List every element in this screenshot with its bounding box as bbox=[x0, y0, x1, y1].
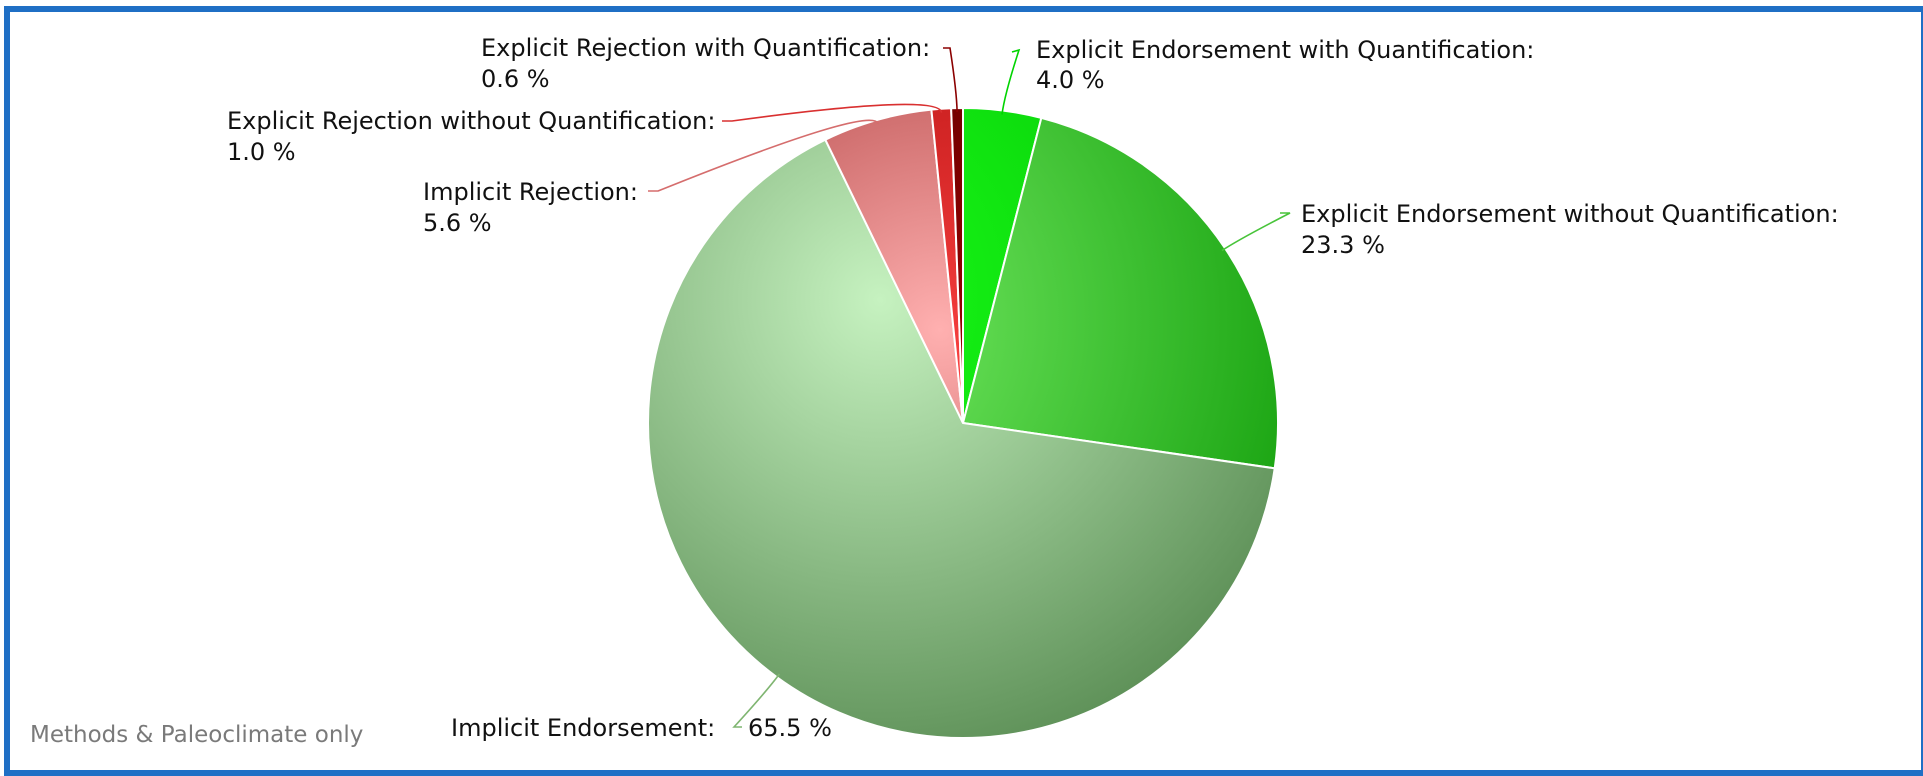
slice-label-value: 23.3 % bbox=[1301, 231, 1385, 259]
slice-label-name: Implicit Rejection: bbox=[423, 178, 638, 206]
connector-implicit-rejection bbox=[648, 119, 879, 192]
label-connectors bbox=[648, 47, 1291, 728]
label-explicit-endorsement-with-quantification: Explicit Endorsement with Quantification… bbox=[1036, 36, 1534, 94]
label-explicit-rejection-without-quantification: Explicit Rejection without Quantificatio… bbox=[227, 107, 715, 166]
connector-explicit-rejection-without-quantification bbox=[722, 103, 943, 122]
pie-slices bbox=[647, 106, 1279, 739]
slice-label-name: Explicit Rejection with Quantification: bbox=[481, 34, 930, 62]
connector-explicit-endorsement-with-quantification bbox=[1001, 48, 1021, 115]
slice-label-value: 65.5 % bbox=[748, 714, 832, 742]
connector-explicit-rejection-with-quantification bbox=[943, 47, 958, 113]
label-explicit-rejection-with-quantification: Explicit Rejection with Quantification: … bbox=[481, 34, 930, 93]
slice-label-value: 1.0 % bbox=[227, 138, 296, 166]
footnote: Methods & Paleoclimate only bbox=[30, 722, 363, 748]
slice-label-name: Implicit Endorsement: bbox=[451, 714, 715, 742]
label-explicit-endorsement-without-quantification: Explicit Endorsement without Quantificat… bbox=[1301, 200, 1839, 259]
label-implicit-rejection: Implicit Rejection: 5.6 % bbox=[423, 178, 638, 237]
connector-implicit-endorsement bbox=[732, 673, 781, 728]
slice-label-value: 0.6 % bbox=[481, 65, 550, 93]
connector-explicit-endorsement-without-quantification bbox=[1221, 212, 1291, 252]
label-implicit-endorsement: Implicit Endorsement: 65.5 % bbox=[451, 714, 832, 742]
slice-label-value: 4.0 % bbox=[1036, 66, 1105, 94]
slice-label-name: Explicit Rejection without Quantificatio… bbox=[227, 107, 715, 135]
slice-label-name: Explicit Endorsement without Quantificat… bbox=[1301, 200, 1839, 228]
slice-label-value: 5.6 % bbox=[423, 209, 492, 237]
slice-label-name: Explicit Endorsement with Quantification… bbox=[1036, 36, 1534, 64]
